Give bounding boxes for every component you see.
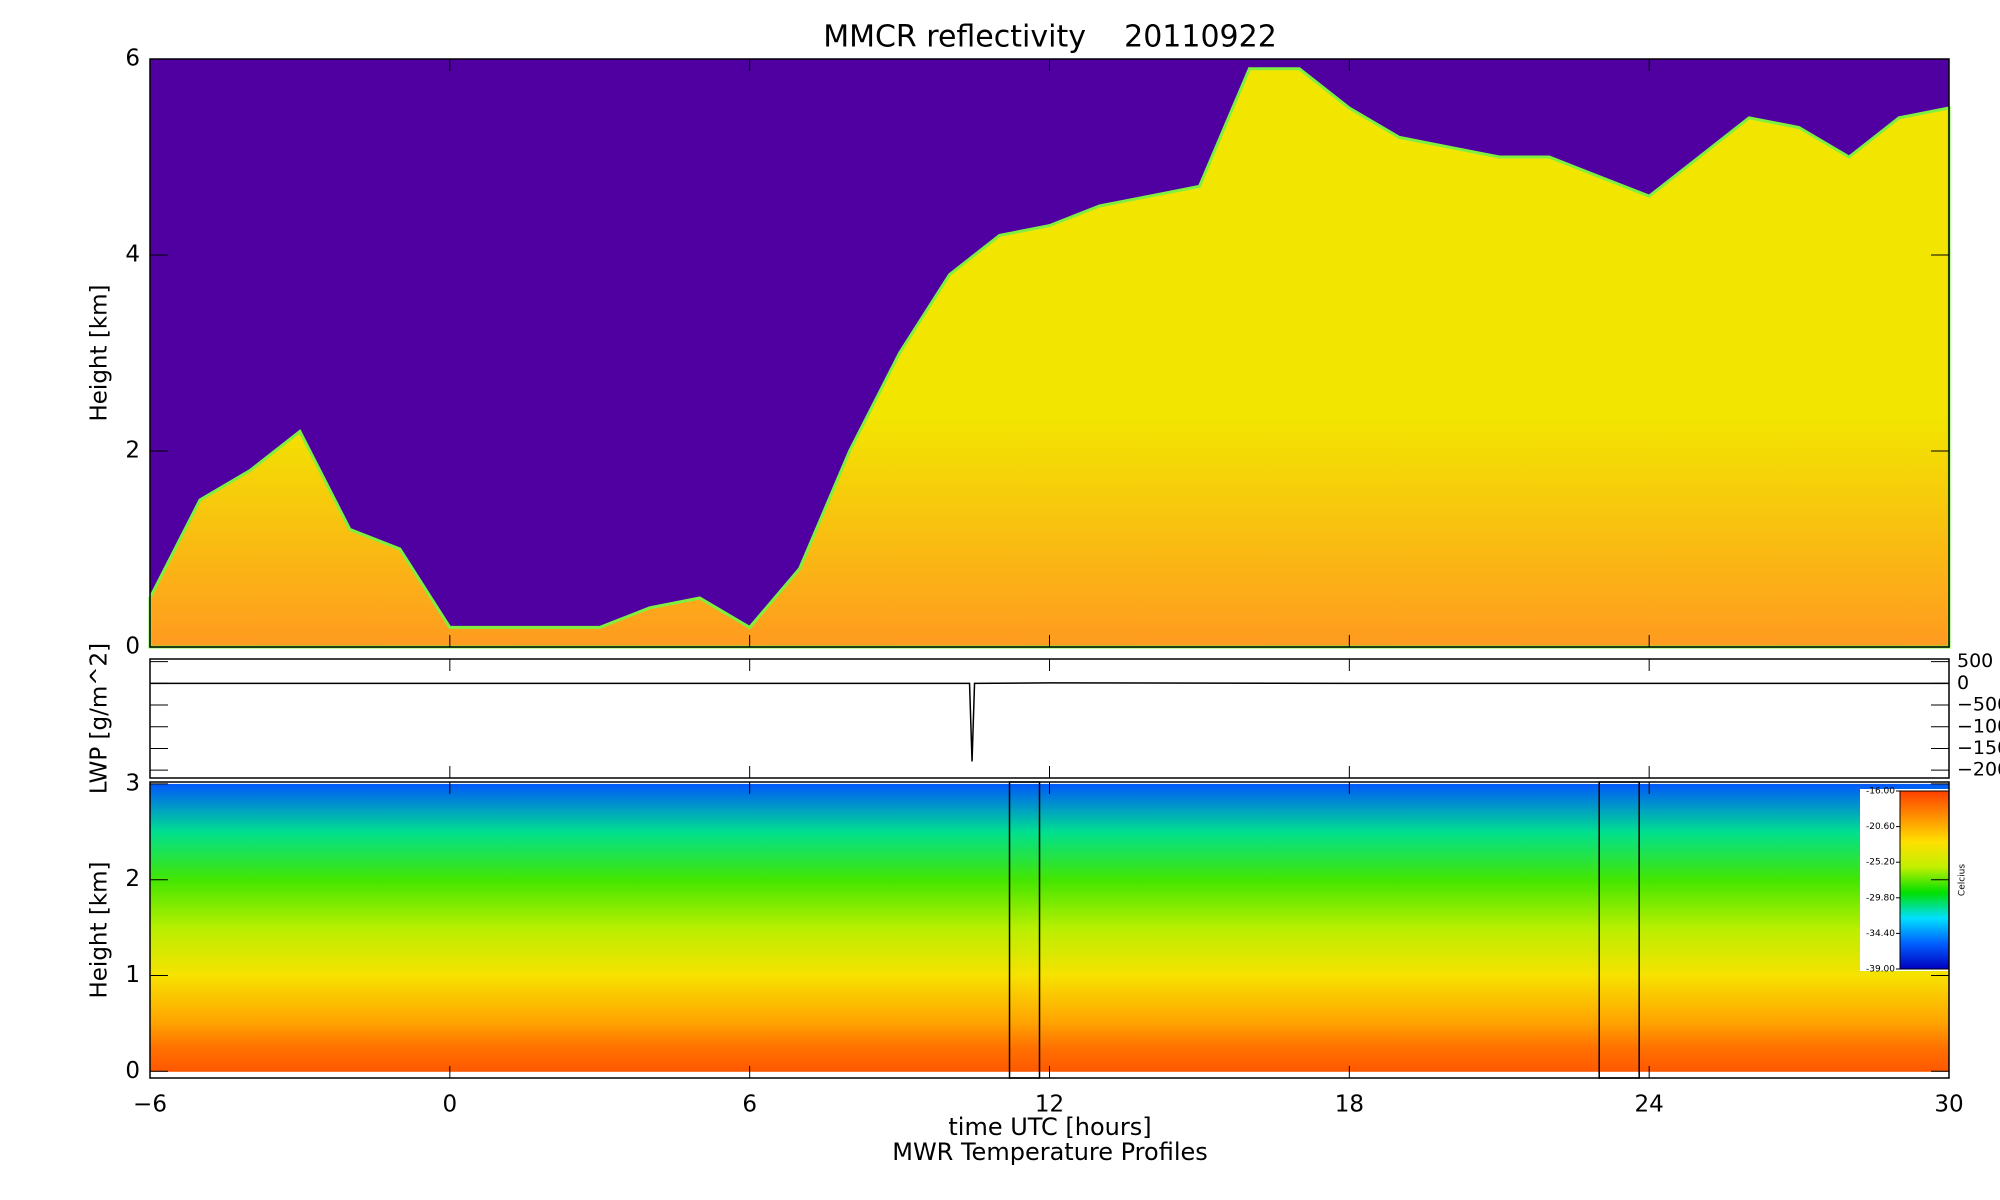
colorbar-tick-label: -29.80 [1866, 893, 1895, 903]
temperature-band [150, 879, 1949, 929]
x-tick-label: −6 [133, 1092, 167, 1118]
colorbar-tick-label: -25.20 [1866, 858, 1895, 868]
echo-area [148, 67, 1951, 649]
lwp-line [150, 682, 1949, 762]
temperature-band [150, 1023, 1949, 1048]
y2-tick-label: 500 [1957, 650, 1993, 672]
temperature-band [150, 831, 1949, 881]
plot-frame [149, 658, 1950, 779]
colorbar-tick-label: -39.00 [1866, 965, 1895, 975]
y-tick-label: 6 [125, 46, 140, 72]
y-axis-label: Height [km] [87, 861, 113, 998]
chart-title: MMCR reflectivity 20110922 [823, 20, 1277, 55]
y2-tick-label: −2000 [1957, 759, 2000, 781]
colorbar-tick-label: -20.60 [1866, 822, 1895, 832]
x-tick-label: 24 [1635, 1092, 1664, 1118]
x-tick-label: 18 [1335, 1092, 1364, 1118]
y-axis-label: Height [km] [87, 284, 113, 421]
caption: MWR Temperature Profiles [892, 1138, 1208, 1166]
temperature-band [150, 927, 1949, 977]
y-tick-label: 0 [125, 1058, 140, 1084]
y-tick-label: 2 [125, 438, 140, 464]
y2-tick-label: −1000 [1957, 715, 2000, 737]
colorbar-label: Celcius [1958, 864, 1968, 896]
y2-tick-label: 0 [1957, 672, 1969, 694]
y-axis-label: LWP [g/m^2] [87, 643, 113, 794]
y-tick-label: 4 [125, 242, 140, 268]
y2-tick-label: −1500 [1957, 737, 2000, 759]
y2-tick-label: −500 [1957, 694, 2000, 716]
x-tick-label: 30 [1934, 1092, 1963, 1118]
y-tick-label: 3 [125, 770, 140, 796]
colorbar-tick-label: -34.40 [1866, 929, 1895, 939]
y-tick-label: 1 [125, 962, 140, 988]
x-axis-label: time UTC [hours] [948, 1113, 1151, 1141]
x-tick-label: 12 [1035, 1092, 1064, 1118]
y-tick-label: 0 [125, 634, 140, 660]
colorbar-tick-label: -16.00 [1866, 787, 1895, 797]
y-tick-label: 2 [125, 866, 140, 892]
temperature-band [150, 975, 1949, 1024]
x-tick-label: 0 [443, 1092, 458, 1118]
x-tick-label: 6 [742, 1092, 757, 1118]
